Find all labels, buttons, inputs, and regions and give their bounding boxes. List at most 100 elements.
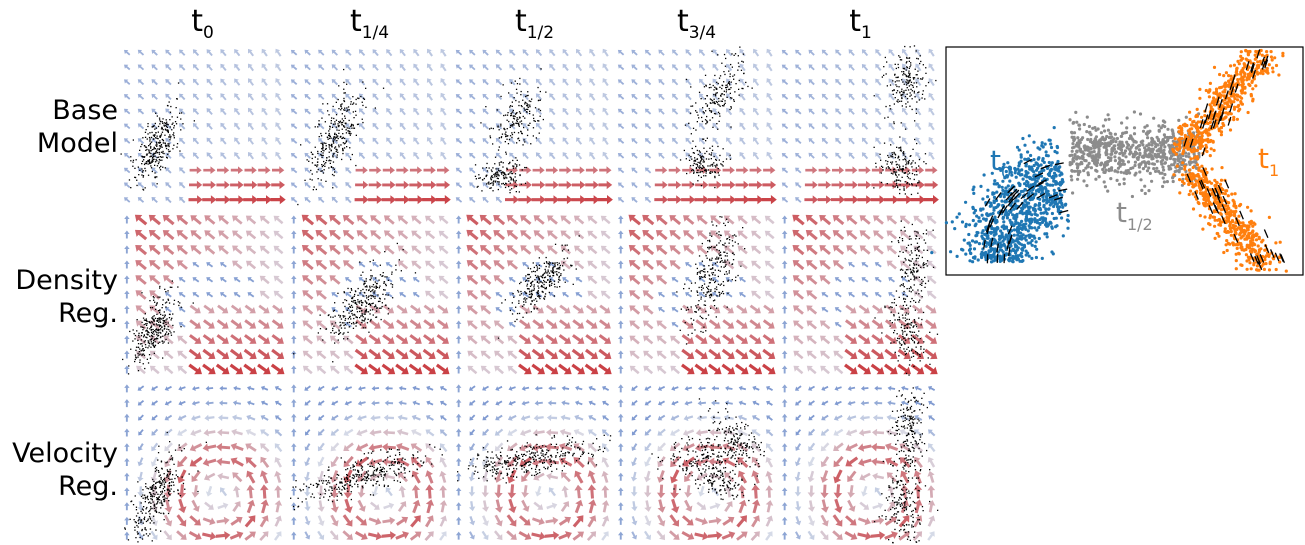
field-arrow xyxy=(681,348,695,360)
field-arrow xyxy=(395,334,409,344)
sample-point xyxy=(144,516,146,518)
sample-point xyxy=(530,143,532,145)
field-arrow xyxy=(631,49,638,56)
sample-point xyxy=(910,337,912,340)
field-arrow xyxy=(291,472,297,481)
field-arrow xyxy=(762,319,775,329)
sample-point xyxy=(168,482,170,484)
field-arrow xyxy=(386,152,393,160)
field-arrow xyxy=(217,472,230,481)
sample-point xyxy=(137,352,139,355)
sample-point xyxy=(479,177,481,179)
sample-point xyxy=(903,67,905,70)
sample-point xyxy=(157,470,160,472)
sample-point xyxy=(338,330,340,332)
field-arrow xyxy=(189,166,202,174)
panel-points xyxy=(122,280,194,375)
sample-point xyxy=(157,148,159,150)
sample-point xyxy=(690,290,692,292)
field-arrow xyxy=(861,64,869,71)
sample-point xyxy=(714,102,716,105)
field-arrow xyxy=(124,531,130,540)
sample-point xyxy=(501,133,504,135)
field-arrow xyxy=(138,414,144,421)
sample-point xyxy=(911,223,913,226)
sample-point xyxy=(538,120,540,122)
field-arrow xyxy=(699,137,706,145)
sample-point xyxy=(906,288,908,290)
field-arrow xyxy=(165,108,172,115)
sample-point xyxy=(526,111,528,113)
sample-point xyxy=(900,308,902,310)
field-arrow xyxy=(708,348,722,360)
sample-point xyxy=(908,75,910,77)
sample-point xyxy=(328,151,330,153)
field-arrow xyxy=(795,79,802,86)
sample-point xyxy=(139,343,142,345)
sample-point xyxy=(367,463,369,466)
sample-point xyxy=(363,282,365,285)
sample-point xyxy=(708,291,710,293)
field-arrow xyxy=(372,93,379,101)
sample-point xyxy=(720,94,722,97)
sample-point xyxy=(733,78,735,80)
field-arrow xyxy=(381,348,395,360)
field-arrow xyxy=(535,122,543,130)
field-arrow xyxy=(508,322,516,328)
sample-point xyxy=(143,159,145,161)
sample-point xyxy=(528,124,530,126)
sample-point xyxy=(364,313,366,315)
field-arrow xyxy=(859,230,871,240)
sample-point xyxy=(139,353,141,355)
sample-point xyxy=(527,104,529,106)
field-arrow xyxy=(644,182,652,189)
sample-point xyxy=(143,334,145,336)
sample-point xyxy=(921,93,924,95)
sample-point xyxy=(338,146,340,148)
field-arrow xyxy=(330,514,339,527)
sample-point xyxy=(343,109,345,111)
sample-point xyxy=(702,138,704,140)
sample-point xyxy=(732,252,734,254)
sample-point xyxy=(327,136,329,139)
sample-point xyxy=(525,275,527,277)
sample-point xyxy=(902,308,904,310)
field-arrow xyxy=(440,122,447,131)
sample-point xyxy=(205,441,207,443)
field-arrow xyxy=(885,304,897,314)
sample-point xyxy=(173,127,175,129)
field-arrow xyxy=(749,166,762,174)
sample-point xyxy=(149,343,151,345)
sample-point xyxy=(156,183,158,185)
field-arrow xyxy=(218,245,229,255)
sample-point xyxy=(921,78,923,80)
field-arrow xyxy=(699,122,706,130)
field-arrow xyxy=(669,245,681,255)
sample-point xyxy=(524,166,526,169)
sample-point xyxy=(347,287,349,290)
sample-point xyxy=(905,81,907,83)
field-arrow xyxy=(438,230,449,240)
sample-point xyxy=(152,343,154,345)
field-arrow xyxy=(874,262,882,268)
sample-point xyxy=(726,259,729,261)
field-arrow xyxy=(520,230,532,240)
sample-point xyxy=(711,117,714,119)
panel-points xyxy=(120,82,195,191)
sample-point xyxy=(167,299,170,301)
field-arrow xyxy=(642,305,654,315)
sample-point xyxy=(695,129,697,131)
field-arrow xyxy=(518,334,532,344)
sample-point xyxy=(508,173,510,175)
sample-point xyxy=(143,518,145,520)
field-arrow xyxy=(466,245,479,256)
field-arrow xyxy=(602,137,609,145)
sample-point xyxy=(482,179,484,181)
field-arrow xyxy=(205,400,214,406)
sample-point xyxy=(912,269,914,271)
field-arrow xyxy=(137,182,145,189)
sample-point xyxy=(143,319,146,321)
field-arrow xyxy=(315,230,328,241)
sample-point xyxy=(336,473,338,476)
sample-point xyxy=(724,102,726,104)
